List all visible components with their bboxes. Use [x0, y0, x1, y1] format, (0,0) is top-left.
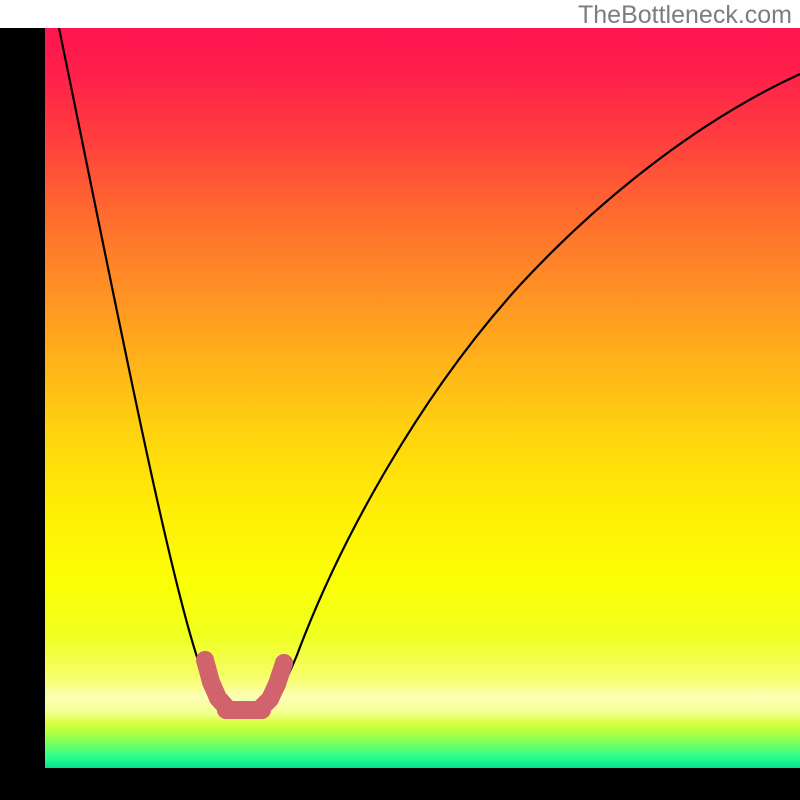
watermark-text: TheBottleneck.com	[578, 1, 792, 30]
chart-canvas	[0, 0, 800, 800]
